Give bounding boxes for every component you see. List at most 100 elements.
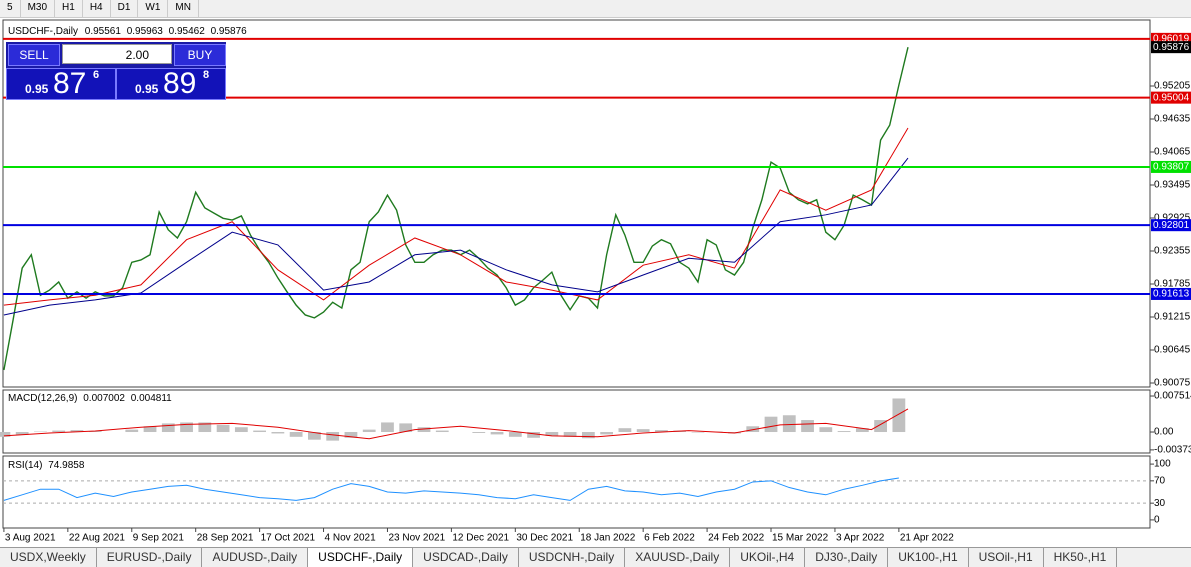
bid-big: 0.95 — [25, 82, 48, 96]
chart-tab[interactable]: UK100-,H1 — [888, 548, 968, 567]
chart-tab[interactable]: USDCAD-,Daily — [413, 548, 519, 567]
histogram-bar — [491, 432, 504, 434]
y-tick-label: 0.92355 — [1154, 246, 1191, 257]
level-label: 0.95004 — [1153, 92, 1190, 103]
macd-value: 0.007002 — [83, 393, 125, 404]
one-click-trading: SELL 2.00 BUY 0.95 87 6 0.95 89 8 — [6, 42, 226, 100]
level-label: 0.92801 — [1153, 220, 1190, 231]
ask-point: 8 — [203, 69, 209, 81]
histogram-bar — [271, 432, 284, 433]
histogram-bar — [838, 431, 851, 432]
y-tick-label: 0.91215 — [1154, 312, 1191, 323]
x-tick-label: 3 Aug 2021 — [5, 533, 56, 544]
x-tick-label: 22 Aug 2021 — [69, 533, 126, 544]
chart-tab[interactable]: EURUSD-,Daily — [97, 548, 203, 567]
chart-tab[interactable]: HK50-,H1 — [1044, 548, 1118, 567]
histogram-bar — [52, 431, 65, 432]
x-tick-label: 23 Nov 2021 — [388, 533, 445, 544]
histogram-bar — [162, 423, 175, 432]
histogram-bar — [582, 432, 595, 438]
x-tick-label: 28 Sep 2021 — [197, 533, 254, 544]
level-label: 0.93807 — [1153, 162, 1190, 173]
chart-tab[interactable]: USDCHF-,Daily — [308, 548, 413, 567]
histogram-bar — [253, 431, 266, 432]
sell-button[interactable]: SELL — [8, 44, 60, 66]
y-tick-label: 0.90075 — [1154, 378, 1191, 389]
ask-big: 0.95 — [135, 82, 158, 96]
histogram-bar — [765, 417, 778, 432]
x-tick-label: 15 Mar 2022 — [772, 533, 829, 544]
x-tick-label: 17 Oct 2021 — [261, 533, 316, 544]
chart-tab[interactable]: DJ30-,Daily — [805, 548, 888, 567]
histogram-bar — [509, 432, 522, 437]
y-tick-label: 0.94635 — [1154, 114, 1191, 125]
chart-tab[interactable]: USDCNH-,Daily — [519, 548, 625, 567]
y-tick-label: 0.93495 — [1154, 180, 1191, 191]
y-tick-label: 100 — [1154, 459, 1171, 470]
close: 0.95876 — [211, 26, 248, 37]
rsi-header: RSI(14) 74.9858 — [8, 460, 85, 471]
high: 0.95963 — [127, 26, 164, 37]
current-price-label: 0.95876 — [1153, 42, 1190, 53]
bid-pips: 87 — [53, 67, 86, 101]
macd-frame — [3, 390, 1150, 453]
histogram-bar — [892, 398, 905, 432]
histogram-bar — [217, 425, 230, 432]
histogram-bar — [381, 422, 394, 432]
chart-tab[interactable]: AUDUSD-,Daily — [202, 548, 308, 567]
x-tick-label: 12 Dec 2021 — [452, 533, 509, 544]
rsi-frame — [3, 456, 1150, 528]
x-tick-label: 3 Apr 2022 — [836, 533, 885, 544]
histogram-bar — [326, 432, 339, 441]
x-tick-label: 24 Feb 2022 — [708, 533, 765, 544]
x-tick-label: 21 Apr 2022 — [900, 533, 954, 544]
chart-tab[interactable]: XAUUSD-,Daily — [625, 548, 730, 567]
histogram-bar — [801, 420, 814, 432]
bid-point: 6 — [93, 69, 99, 81]
buy-button[interactable]: BUY — [174, 44, 226, 66]
histogram-bar — [637, 429, 650, 432]
y-tick-label: 0.00 — [1154, 427, 1174, 438]
histogram-bar — [290, 432, 303, 437]
series-line — [4, 158, 908, 315]
ask-pips: 89 — [163, 67, 196, 101]
chart-header: USDCHF-,Daily 0.95561 0.95963 0.95462 0.… — [8, 26, 247, 37]
open: 0.95561 — [85, 26, 122, 37]
y-tick-label: 30 — [1154, 498, 1166, 509]
histogram-bar — [619, 428, 632, 432]
x-tick-label: 9 Sep 2021 — [133, 533, 185, 544]
y-tick-label: 0.007514 — [1154, 391, 1191, 402]
signal-value: 0.004811 — [131, 393, 172, 404]
chart-tab[interactable]: USOil-,H1 — [969, 548, 1044, 567]
level-label: 0.91613 — [1153, 289, 1190, 300]
chart-tab[interactable]: USDX,Weekly — [0, 548, 97, 567]
histogram-bar — [819, 427, 832, 432]
y-tick-label: -0.00373 — [1154, 445, 1191, 456]
x-tick-label: 30 Dec 2021 — [516, 533, 573, 544]
histogram-bar — [436, 431, 449, 432]
chart-tab[interactable]: UKOil-,H4 — [730, 548, 805, 567]
histogram-bar — [363, 430, 376, 432]
x-tick-label: 6 Feb 2022 — [644, 533, 695, 544]
volume-input[interactable]: 2.00 — [62, 44, 172, 64]
bid-price[interactable]: 0.95 87 6 — [6, 68, 116, 100]
y-tick-label: 0.90645 — [1154, 345, 1191, 356]
y-tick-label: 0.95205 — [1154, 81, 1191, 92]
series-line — [4, 478, 899, 500]
series-line — [4, 128, 908, 305]
y-tick-label: 0 — [1154, 515, 1160, 526]
histogram-bar — [472, 432, 485, 433]
macd-header: MACD(12,26,9) 0.007002 0.004811 — [8, 393, 172, 404]
rsi-title: RSI(14) — [8, 460, 42, 471]
ask-price[interactable]: 0.95 89 8 — [116, 68, 226, 100]
y-tick-label: 70 — [1154, 475, 1166, 486]
histogram-bar — [600, 432, 613, 434]
low: 0.95462 — [169, 26, 206, 37]
y-tick-label: 0.94065 — [1154, 147, 1191, 158]
histogram-bar — [125, 430, 138, 432]
symbol: USDCHF-,Daily — [8, 26, 78, 37]
rsi-value: 74.9858 — [48, 460, 85, 471]
histogram-bar — [235, 427, 248, 432]
